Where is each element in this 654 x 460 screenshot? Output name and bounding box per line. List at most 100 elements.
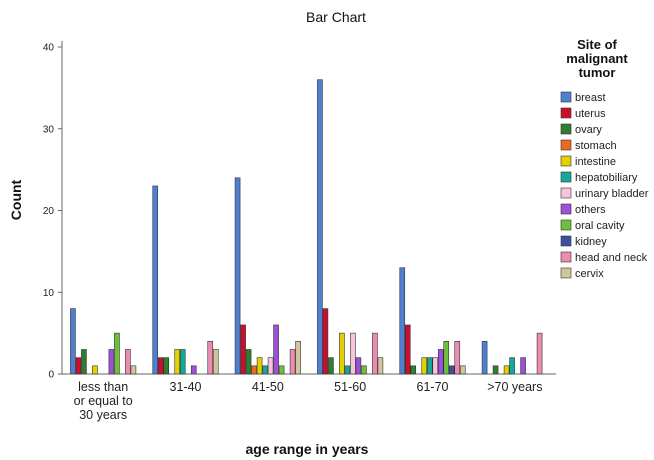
y-tick-label: 0: [48, 370, 54, 381]
legend-label: oral cavity: [575, 220, 625, 232]
legend-item: hepatobiliary: [560, 171, 638, 184]
bar-intestine: [421, 357, 428, 375]
bar-head-and-neck: [454, 340, 461, 375]
y-axis-title: Count: [8, 179, 24, 220]
bar-others: [437, 349, 444, 375]
bar-hepatobiliary: [262, 365, 268, 375]
legend-swatch: [560, 123, 572, 135]
bar-oral-cavity: [443, 340, 450, 375]
legend-item: others: [560, 203, 606, 216]
legend-label: head and neck: [575, 252, 648, 264]
legend-item: head and neck: [560, 251, 648, 264]
plot-area: 0 10 20 30 40 less than or equal to 30 years 31-…: [43, 41, 556, 422]
bar-intestine: [503, 365, 510, 375]
legend-label: urinary bladder: [575, 188, 649, 200]
bar-oral-cavity: [114, 332, 120, 375]
bar-others: [273, 324, 279, 375]
x-tick-label: >70 years: [487, 380, 542, 394]
legend-item: urinary bladder: [560, 187, 649, 200]
bar-cervix: [377, 357, 384, 375]
legend-label: cervix: [575, 268, 604, 280]
legend-label: uterus: [575, 108, 606, 120]
bar-intestine: [174, 349, 181, 375]
legend-swatch: [560, 139, 572, 151]
legend-label: intestine: [575, 156, 616, 168]
bar-ovary: [410, 365, 417, 375]
bar-uterus: [157, 357, 164, 375]
x-tick-label: 41-50: [252, 380, 284, 394]
legend-label: breast: [575, 92, 606, 104]
bar-head-and-neck: [289, 349, 296, 375]
bar-uterus: [75, 357, 82, 375]
y-tick-label: 10: [43, 288, 55, 299]
legend-swatch: [560, 235, 572, 247]
legend-item: oral cavity: [560, 219, 625, 232]
bar-uterus: [404, 324, 411, 375]
legend-label: ovary: [575, 124, 602, 136]
x-tick-label: less than or equal to 30 years: [74, 380, 133, 422]
bar-ovary: [328, 357, 334, 375]
y-tick-label: 40: [43, 43, 55, 54]
x-tick-label: 61-70: [417, 380, 449, 394]
bar-hepatobiliary: [344, 365, 351, 375]
bar-head-and-neck: [372, 332, 378, 375]
bar-cervix: [459, 365, 466, 375]
bar-head-and-neck: [536, 332, 543, 375]
bar-others: [108, 349, 115, 375]
bar-others: [355, 357, 362, 375]
bar-breast: [399, 267, 406, 375]
legend-swatch: [560, 187, 572, 199]
bar-ovary: [163, 357, 170, 375]
bar-breast: [152, 185, 159, 375]
legend-item: kidney: [560, 235, 607, 248]
bar-ovary: [81, 349, 87, 375]
bar-kidney: [448, 365, 455, 375]
legend-item: intestine: [560, 155, 616, 168]
bar-intestine: [339, 332, 345, 375]
bar-hepatobiliary: [509, 357, 515, 375]
bar-breast: [481, 340, 488, 375]
legend-swatch: [560, 267, 572, 279]
legend-title: malignant: [566, 51, 628, 66]
bar-head-and-neck: [125, 349, 131, 375]
bar-hepatobiliary: [426, 357, 433, 375]
legend-item: ovary: [560, 123, 602, 136]
bar-oral-cavity: [361, 365, 367, 375]
legend-label: stomach: [575, 140, 617, 152]
legend-swatch: [560, 203, 572, 215]
bar-breast: [317, 79, 323, 375]
legend-swatch: [560, 155, 572, 167]
bar-intestine: [92, 365, 98, 375]
legend-item: cervix: [560, 267, 604, 280]
bar-uterus: [322, 308, 329, 375]
bar-cervix: [295, 340, 301, 375]
bar-uterus: [240, 324, 246, 375]
bar-urinary-bladder: [432, 357, 439, 375]
legend-item: breast: [560, 91, 606, 104]
legend-title: Site of: [577, 37, 617, 52]
bar-urinary-bladder: [267, 357, 274, 375]
legend-swatch: [560, 171, 572, 183]
legend-swatch: [560, 219, 572, 231]
legend-item: uterus: [560, 107, 606, 120]
bar-hepatobiliary: [179, 349, 186, 375]
y-tick-label: 20: [43, 206, 55, 217]
bar-cervix: [130, 365, 137, 375]
bar-stomach: [251, 365, 257, 375]
legend-label: kidney: [575, 236, 607, 248]
legend-label: others: [575, 204, 606, 216]
bar-intestine: [256, 357, 263, 375]
bar-head-and-neck: [207, 340, 214, 375]
bar-ovary: [245, 349, 252, 375]
legend-swatch: [560, 91, 572, 103]
legend-item: stomach: [560, 139, 617, 152]
chart-title: Bar Chart: [306, 9, 366, 25]
x-tick-label: 51-60: [334, 380, 366, 394]
bar-oral-cavity: [278, 365, 285, 375]
legend-label: hepatobiliary: [575, 172, 638, 184]
bar-urinary-bladder: [350, 332, 356, 375]
legend-title: tumor: [579, 65, 616, 80]
bar-ovary: [492, 365, 499, 375]
